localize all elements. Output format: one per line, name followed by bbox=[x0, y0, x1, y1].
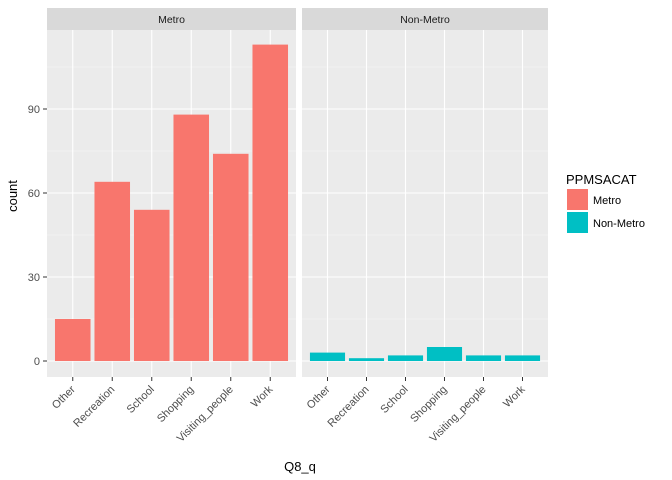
legend-title: PPMSACAT bbox=[566, 172, 637, 187]
x-tick-label: Other bbox=[305, 383, 333, 411]
bar-recreation bbox=[94, 181, 131, 361]
x-tick-label: Work bbox=[501, 383, 528, 410]
legend: PPMSACAT Metro Non-Metro bbox=[566, 172, 645, 233]
bar-shopping bbox=[426, 347, 463, 361]
x-tick-label: Shopping bbox=[408, 384, 449, 425]
x-axis-title: Q8_q bbox=[284, 459, 316, 474]
y-tick-label: 30 bbox=[28, 272, 40, 284]
y-tick-label: 60 bbox=[28, 188, 40, 200]
x-tick-label: Recreation bbox=[326, 384, 372, 430]
legend-label: Metro bbox=[593, 195, 621, 207]
bar-recreation bbox=[348, 358, 385, 361]
y-axis-title: count bbox=[5, 180, 20, 212]
bar-other bbox=[309, 352, 346, 361]
bar-school bbox=[133, 209, 170, 361]
legend-key-non-metro bbox=[567, 212, 588, 233]
x-tick-label: Other bbox=[50, 383, 78, 411]
x-tick-label: Recreation bbox=[71, 384, 117, 430]
y-tick-label: 0 bbox=[34, 356, 40, 368]
panel-background bbox=[302, 30, 548, 377]
legend-key-metro bbox=[567, 189, 588, 210]
facet-strip-label: Metro bbox=[158, 14, 185, 26]
y-tick-label: 90 bbox=[28, 104, 40, 116]
bar-shopping bbox=[173, 114, 210, 361]
legend-items: Metro Non-Metro bbox=[567, 189, 645, 233]
bar-other bbox=[54, 319, 91, 361]
x-tick-label: School bbox=[378, 384, 410, 416]
bar-work bbox=[504, 355, 541, 361]
x-tick-label: Work bbox=[249, 383, 276, 410]
bar-visiting-people bbox=[212, 153, 249, 361]
bar-work bbox=[252, 44, 289, 361]
bar-visiting-people bbox=[465, 355, 502, 361]
facet-strip bbox=[47, 8, 296, 30]
facet-strip-label: Non-Metro bbox=[400, 14, 450, 26]
x-tick-label: School bbox=[125, 384, 157, 416]
bar-school bbox=[387, 355, 424, 361]
legend-label: Non-Metro bbox=[593, 218, 645, 230]
y-axis: 0 30 60 90 bbox=[28, 104, 47, 368]
facet-strip bbox=[302, 8, 548, 30]
x-tick-label: Shopping bbox=[155, 384, 196, 425]
